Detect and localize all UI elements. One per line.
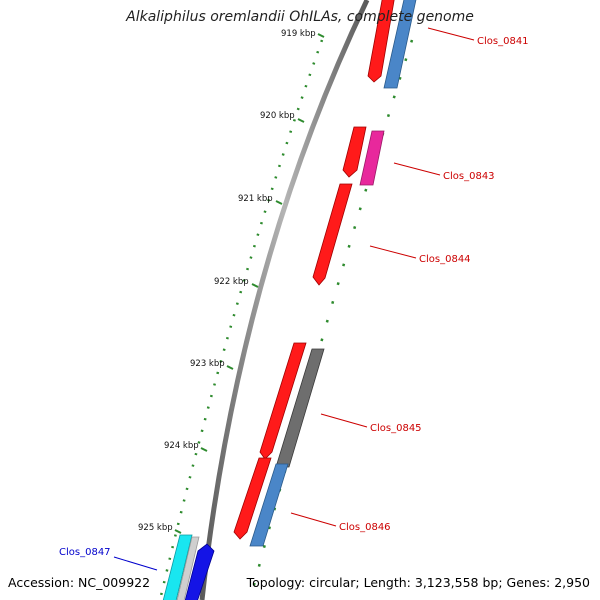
ruler-tick xyxy=(251,283,259,288)
ruler-label: 922 kbp xyxy=(214,277,249,287)
genome-backbone xyxy=(199,0,370,600)
gene-label-clos-0845[interactable]: Clos_0845 xyxy=(370,423,422,434)
map-title: Alkaliphilus oremlandii OhILAs, complete… xyxy=(126,9,474,25)
outer-track xyxy=(248,39,414,600)
label-leaders xyxy=(113,27,475,571)
gene-clos-0843[interactable] xyxy=(359,130,385,186)
gene-clos-0844[interactable] xyxy=(312,183,353,286)
leader-clos-0841 xyxy=(427,27,475,41)
gene-clos-0842[interactable] xyxy=(383,0,417,89)
gene-lightgray-925[interactable] xyxy=(176,536,200,600)
gene-clos-0845[interactable] xyxy=(275,348,325,468)
gene-clos-0847[interactable] xyxy=(162,534,193,600)
leader-clos-0843 xyxy=(393,162,441,176)
ruler-tick xyxy=(174,529,182,534)
gene-label-clos-0843[interactable]: Clos_0843 xyxy=(443,171,495,182)
ruler-tick xyxy=(275,200,283,205)
ruler-label: 925 kbp xyxy=(138,523,173,533)
gene-red-923[interactable] xyxy=(259,342,307,460)
leader-clos-0847 xyxy=(113,556,158,571)
gene-clos-0846[interactable] xyxy=(249,463,289,547)
gene-clos-0841[interactable] xyxy=(367,0,395,83)
gene-red-920[interactable] xyxy=(342,126,367,178)
ruler-label: 921 kbp xyxy=(238,194,273,204)
ruler-label: 920 kbp xyxy=(260,111,295,121)
gene-label-clos-0841[interactable]: Clos_0841 xyxy=(477,36,529,47)
gene-label-clos-0844[interactable]: Clos_0844 xyxy=(419,254,471,265)
gene-labels: Clos_0841 Clos_0843 Clos_0844 Clos_0845 … xyxy=(59,36,529,558)
ruler-tick xyxy=(200,447,208,452)
leader-clos-0846 xyxy=(290,512,337,527)
leader-clos-0844 xyxy=(369,245,417,259)
ruler-labels: 919 kbp 920 kbp 921 kbp 922 kbp 923 kbp … xyxy=(138,29,316,533)
accession-text: Accession: NC_009922 xyxy=(8,575,151,590)
ruler-tick xyxy=(317,33,325,38)
gene-blue-925[interactable] xyxy=(184,543,215,600)
ruler-label: 924 kbp xyxy=(164,441,199,451)
topology-text: Topology: circular; Length: 3,123,558 bp… xyxy=(246,575,590,590)
ruler-label: 919 kbp xyxy=(281,29,316,39)
leader-clos-0845 xyxy=(320,413,368,428)
gene-label-clos-0847[interactable]: Clos_0847 xyxy=(59,547,111,558)
gene-features xyxy=(162,0,417,600)
ruler-ticks xyxy=(174,33,325,534)
ruler-tick xyxy=(297,118,305,123)
ruler-tick xyxy=(226,365,234,370)
gene-label-clos-0846[interactable]: Clos_0846 xyxy=(339,522,391,533)
gene-red-924[interactable] xyxy=(233,457,272,540)
ruler-label: 923 kbp xyxy=(190,359,225,369)
